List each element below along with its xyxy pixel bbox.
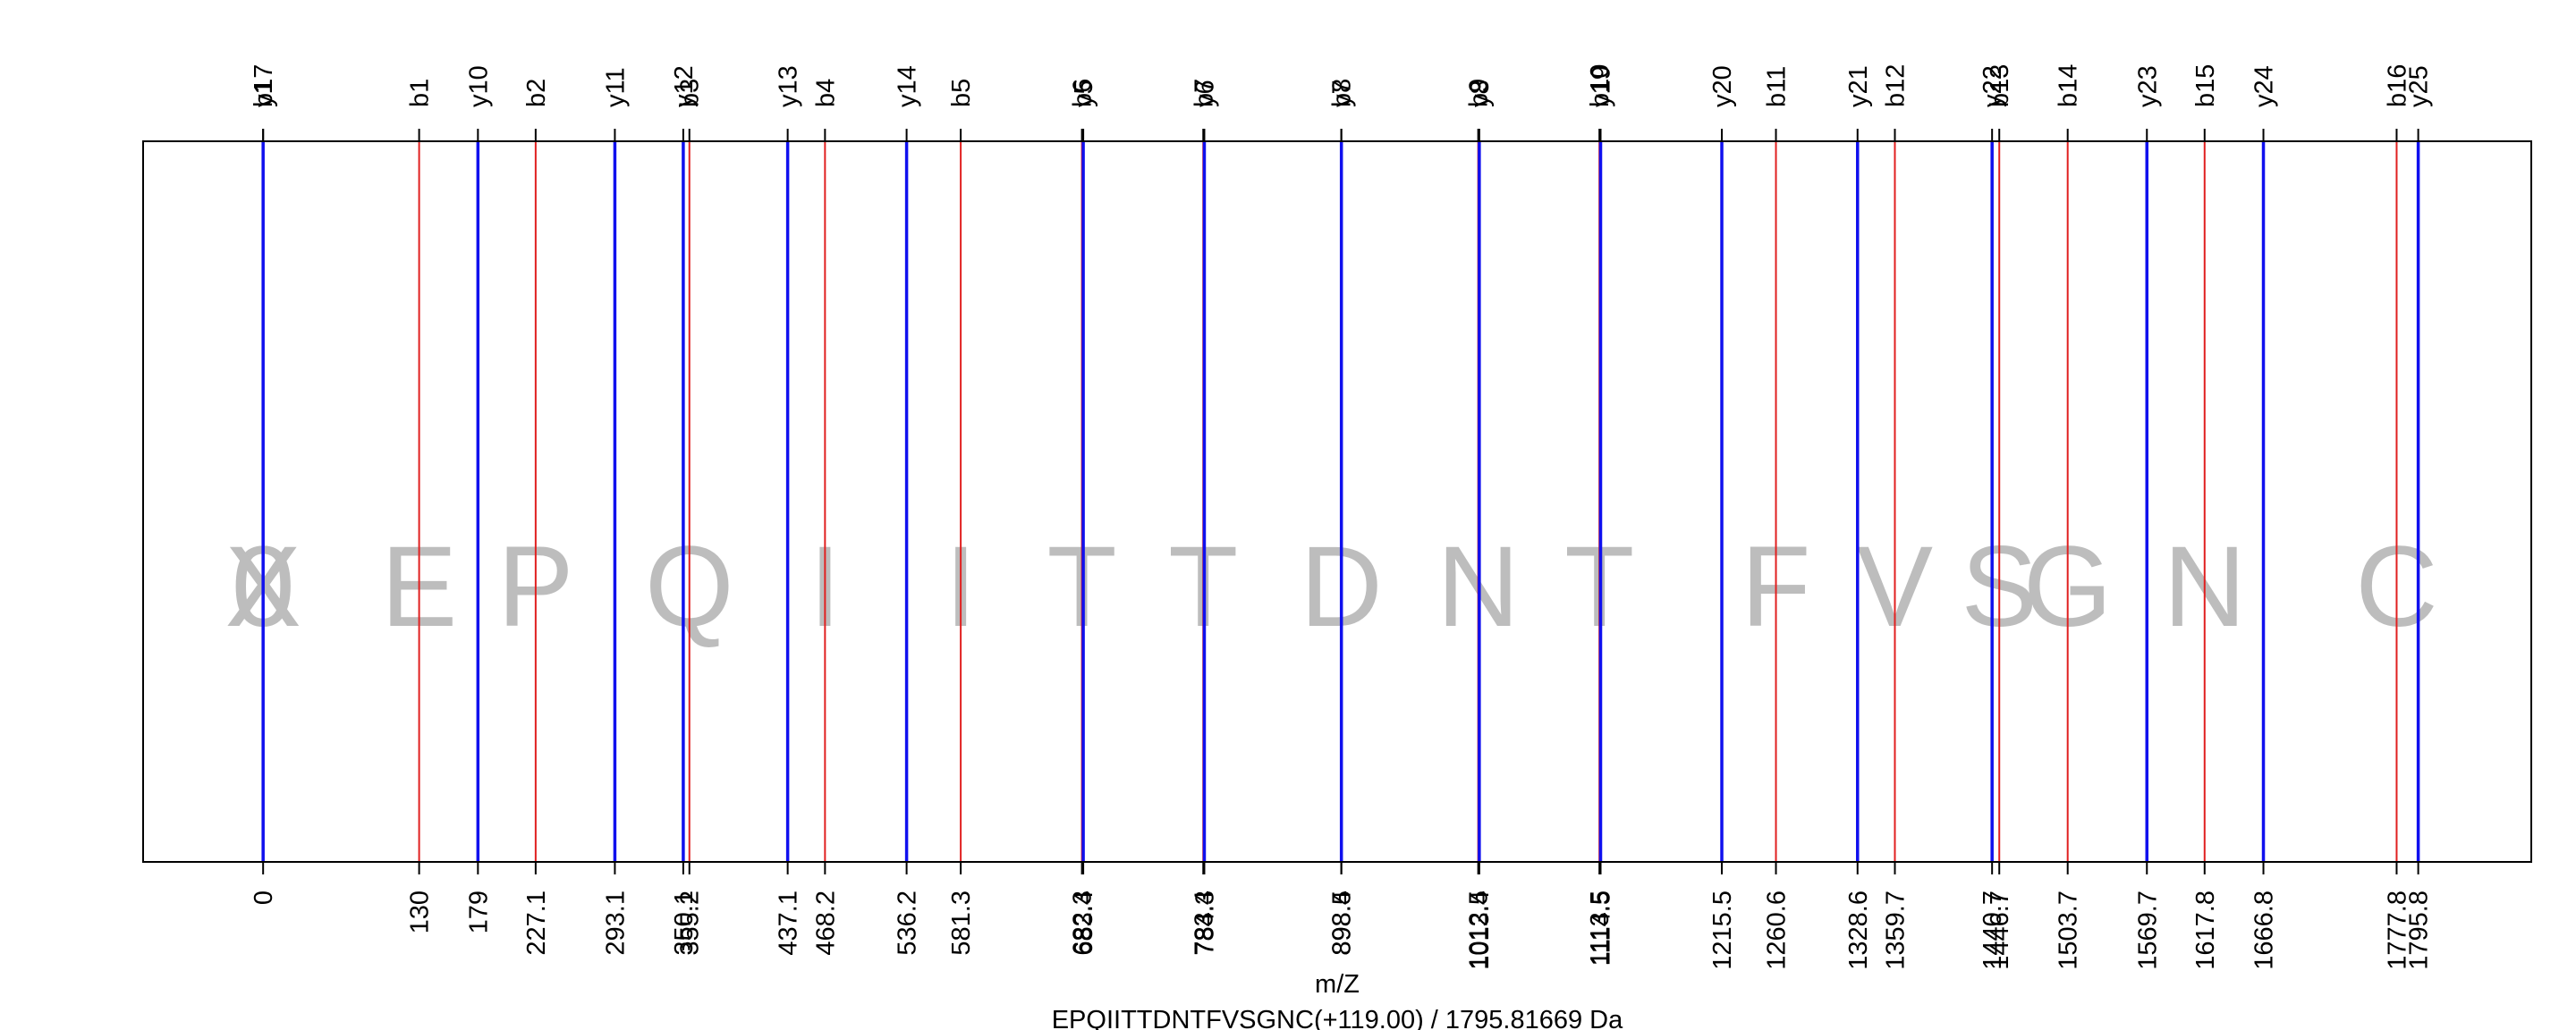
peak-label-b6: b6 (1069, 79, 1097, 107)
peak-label-y14: y14 (894, 65, 922, 107)
tick-label: 1215.5 (1708, 891, 1737, 970)
peak-label-y22: y22 (1979, 65, 2007, 107)
plot-frame (142, 140, 2532, 863)
tick-label: 179 (464, 891, 493, 933)
peak-label-b12: b12 (1881, 64, 1910, 107)
tick-label: 468.2 (811, 891, 840, 956)
tick-label: 0 (250, 891, 278, 905)
peak-label-b15: b15 (2191, 64, 2220, 107)
tick-label: 683.4 (1070, 891, 1098, 956)
peak-label-b2: b2 (522, 79, 551, 107)
residue-letters: 0XEPQIITTDNTFVSGNC (225, 523, 2437, 651)
tick-label: 130 (406, 891, 435, 933)
peak-label-b17: b17 (250, 64, 278, 107)
tick-label: 293.1 (601, 891, 630, 956)
tick-label: 437.1 (775, 891, 803, 956)
peak-label-y10: y10 (464, 65, 493, 107)
chart-subtitle: EPQIITTDNTFVSGNC(+119.00) / 1795.81669 D… (1052, 1006, 1623, 1030)
peak-label-y8: y8 (1466, 80, 1495, 107)
tick-label: 1446.7 (1986, 891, 2014, 970)
tick-label: 1114.5 (1588, 891, 1616, 966)
peak-label-b8: b8 (1328, 79, 1357, 107)
peak-label-y25: y25 (2405, 65, 2434, 107)
tick-label: 227.1 (522, 891, 551, 956)
peak-label-y1: y1 (250, 80, 278, 107)
tick-label: 1012.5 (1465, 891, 1494, 970)
peak-label-y5: y5 (1070, 80, 1098, 107)
tick-label: 1013.4 (1466, 891, 1495, 970)
peak-label-b3: b3 (676, 79, 705, 107)
tick-label: 784.3 (1191, 891, 1219, 956)
tick-label: 355.2 (676, 891, 705, 956)
tick-label: 1795.8 (2405, 891, 2434, 970)
tick-label: 682.3 (1069, 891, 1097, 956)
tick-label: 581.3 (947, 891, 976, 956)
peak-label-b1: b1 (406, 79, 435, 107)
tick-label: 350.1 (670, 891, 699, 956)
peak-label-y23: y23 (2133, 65, 2162, 107)
tick-label: 898.4 (1328, 891, 1357, 956)
tick-label: 898.5 (1328, 891, 1357, 956)
tick-label: 1260.6 (1763, 891, 1792, 970)
tick-label: 783.4 (1190, 891, 1218, 956)
peak-label-y12: y12 (670, 65, 699, 107)
tick-label: 1503.7 (2055, 891, 2083, 970)
tick-label: 536.2 (894, 891, 922, 956)
peak-label-y13: y13 (775, 65, 803, 107)
tick-label: 1328.6 (1844, 891, 1873, 970)
tick-label: 1440.7 (1979, 891, 2007, 970)
peak-label-y19: y19 (1588, 65, 1616, 107)
peak-label-b4: b4 (811, 79, 840, 107)
tick-label: 1113.5 (1586, 891, 1614, 966)
peak-label-y20: y20 (1708, 65, 1737, 107)
peak-label-b16: b16 (2383, 64, 2411, 107)
tick-label: 1569.7 (2133, 891, 2162, 970)
peak-label-y7: y7 (1328, 80, 1357, 107)
peak-lines (261, 141, 2420, 862)
peak-label-b5: b5 (947, 79, 976, 107)
peak-label-b10: b10 (1586, 64, 1614, 107)
peak-label-b13: b13 (1986, 64, 2014, 107)
tick-label: 1359.7 (1881, 891, 1910, 970)
tick-label: 1666.8 (2250, 891, 2279, 970)
peak-label-b7: b7 (1190, 79, 1218, 107)
peak-label-y24: y24 (2250, 65, 2279, 107)
top-ticks (262, 129, 2419, 141)
peak-label-b11: b11 (1763, 66, 1792, 107)
tick-label: 1777.8 (2383, 891, 2411, 970)
peak-label-y11: y11 (601, 67, 630, 107)
bottom-ticks (262, 862, 2419, 874)
tick-label: 1617.8 (2191, 891, 2220, 970)
peak-label-y21: y21 (1844, 65, 1873, 107)
peak-label-y6: y6 (1191, 80, 1219, 107)
x-axis-label: m/Z (1315, 970, 1360, 999)
peak-label-b14: b14 (2055, 64, 2083, 107)
peak-label-b9: b9 (1465, 79, 1494, 107)
